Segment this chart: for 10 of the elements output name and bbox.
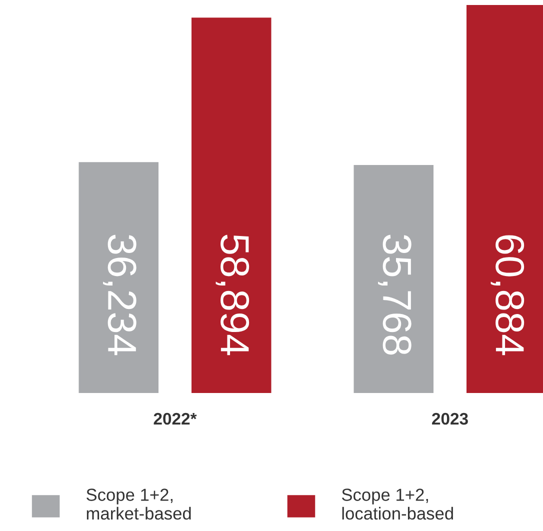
data-label: 60,884 — [490, 235, 524, 356]
x-tick-label: 2023 — [432, 412, 468, 425]
data-label: 35,768 — [378, 234, 412, 355]
bar — [354, 165, 434, 393]
legend-label: Scope 1+2, market-based — [86, 488, 191, 520]
bar — [78, 162, 158, 393]
x-tick-label: 2022* — [154, 412, 197, 425]
legend-label: Scope 1+2, location-based — [342, 488, 453, 520]
data-label: 58,894 — [216, 234, 250, 356]
data-label: 36,234 — [103, 234, 136, 356]
